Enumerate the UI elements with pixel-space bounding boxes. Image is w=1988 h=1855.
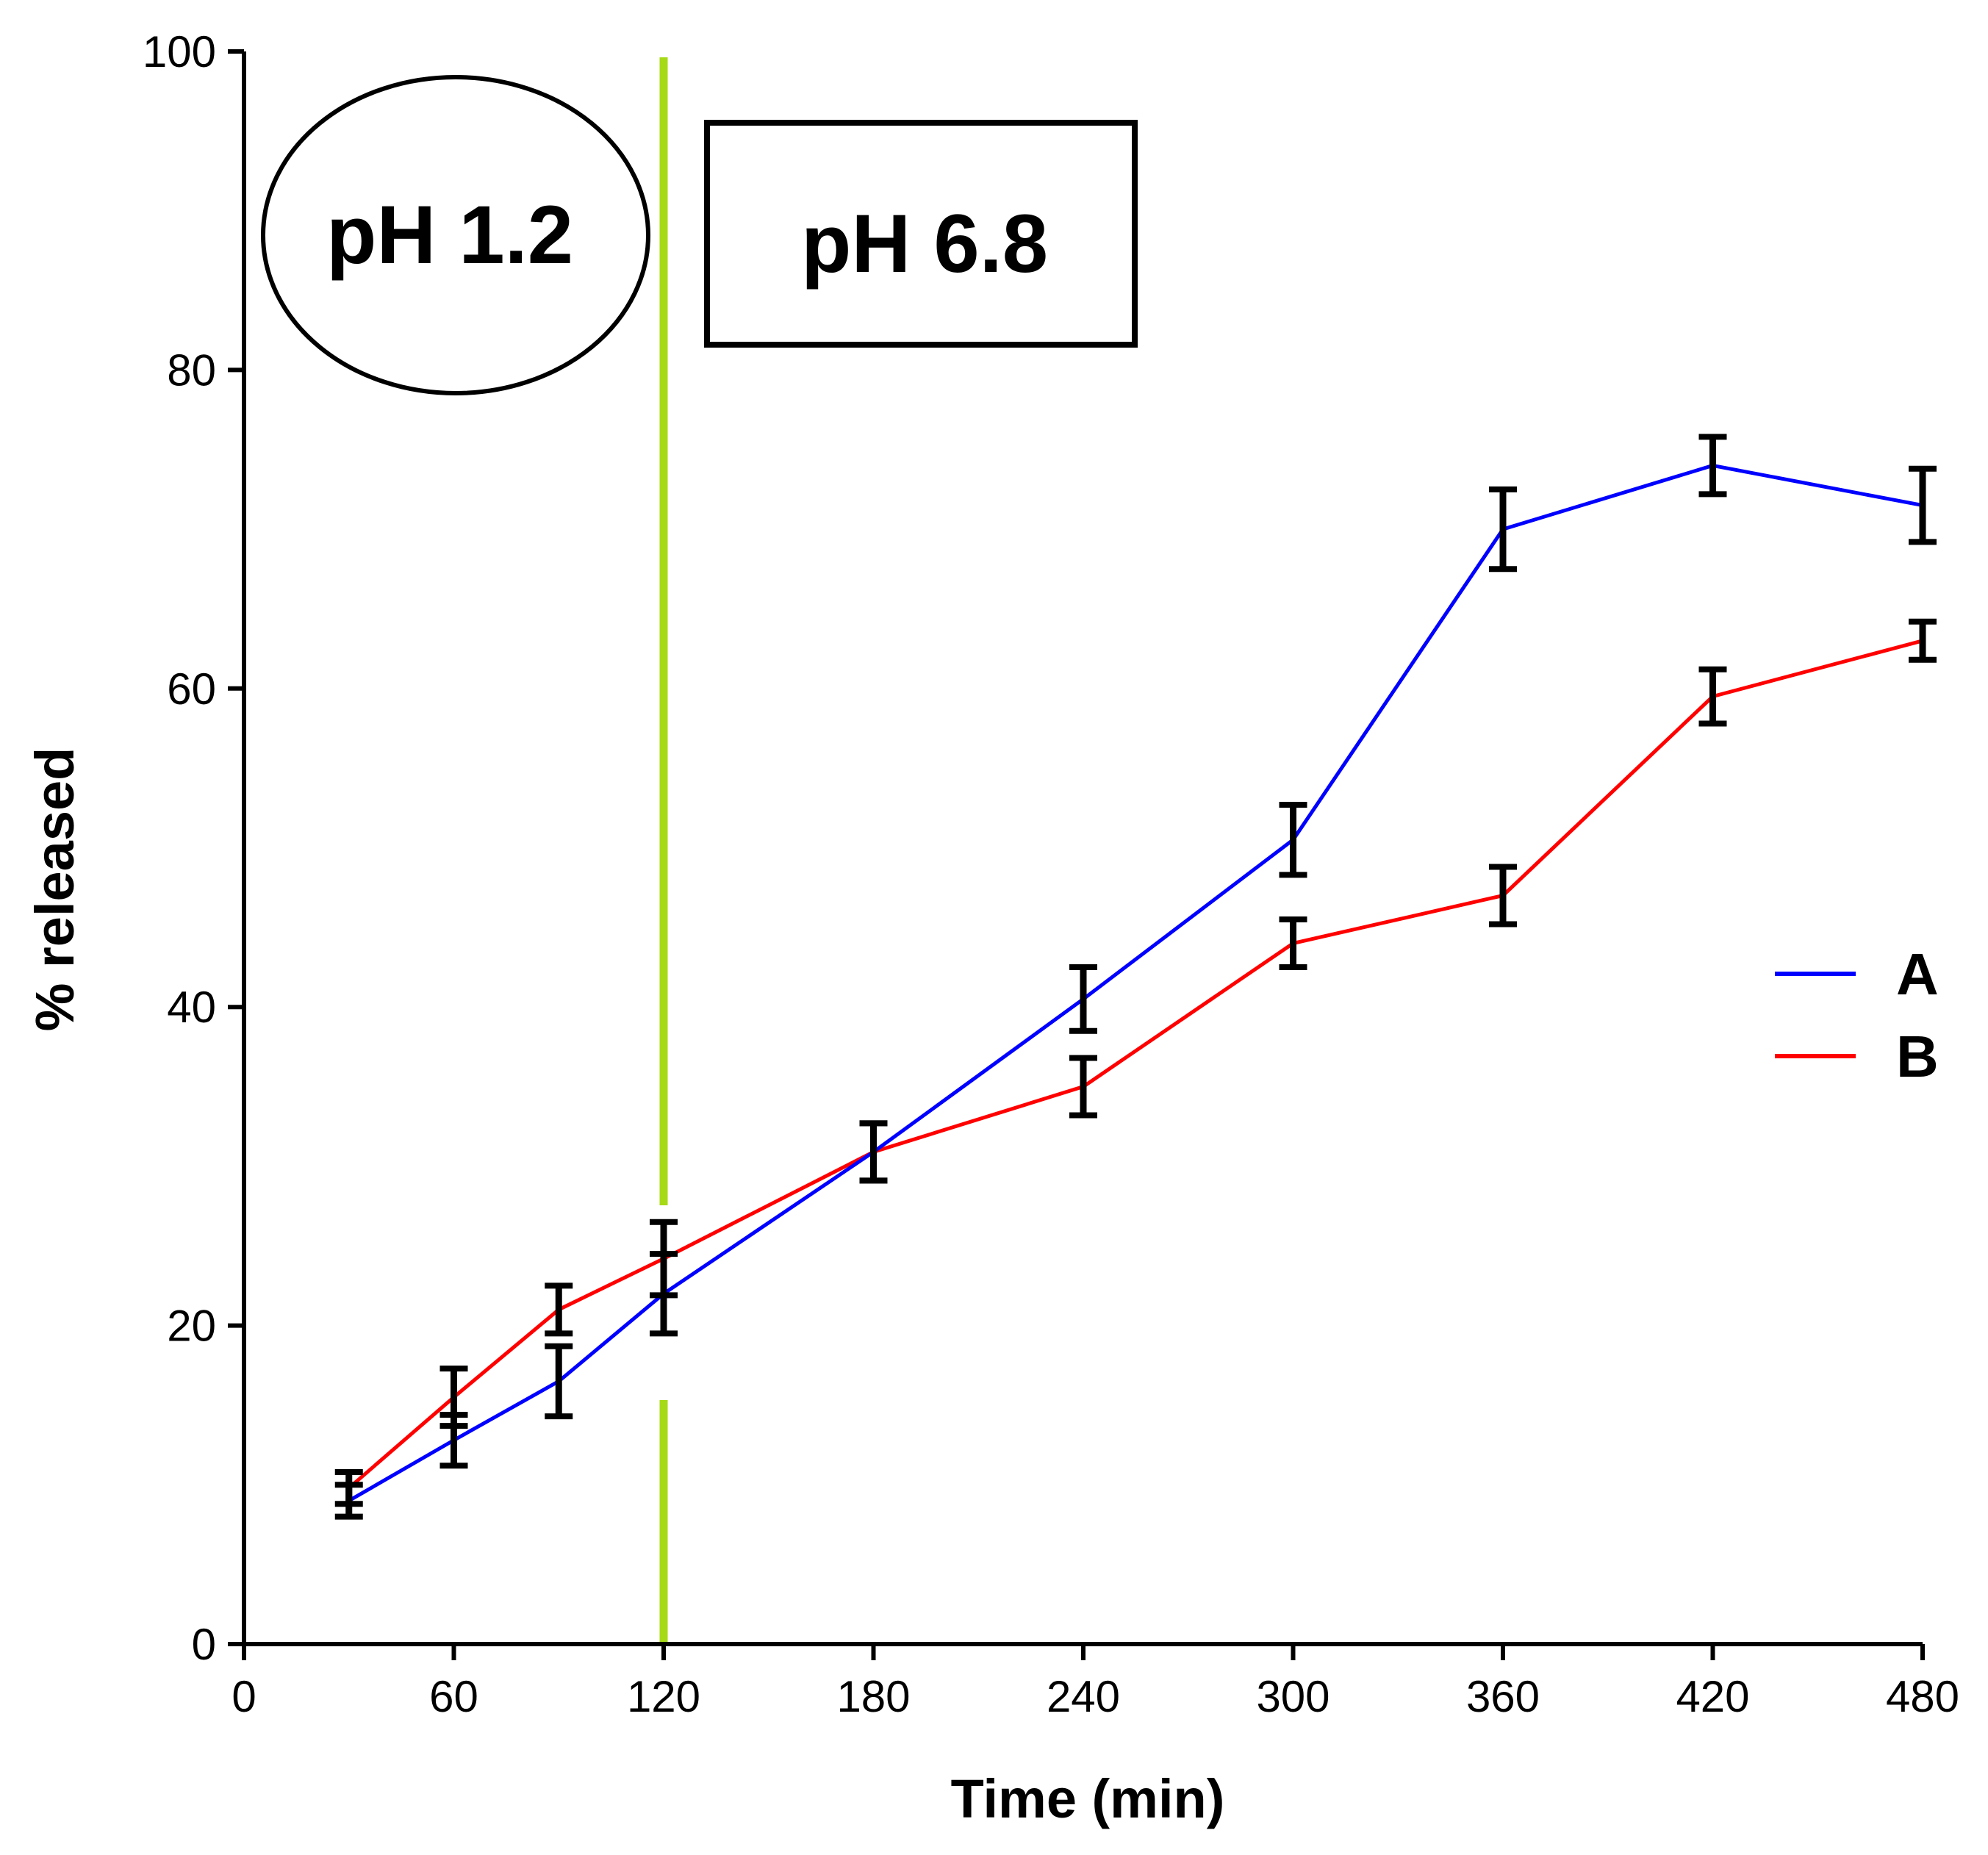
axes: 0 20 40 60 80 100 0 60 120 180 240 300 360 420 480 <box>143 27 1959 1721</box>
error-bar-b <box>1279 916 1307 971</box>
x-tick-label: 240 <box>1047 1672 1120 1721</box>
error-bar-b <box>859 1120 888 1184</box>
x-tick-label: 360 <box>1466 1672 1540 1721</box>
y-axis-title: % released <box>24 747 85 1032</box>
series-line-a <box>348 463 1923 1503</box>
error-bar-b <box>439 1366 468 1429</box>
y-tick-label: 100 <box>143 27 216 76</box>
y-tick-label: 60 <box>167 664 216 714</box>
y-tick-label: 40 <box>167 983 216 1032</box>
error-bar-b <box>334 1468 363 1507</box>
ph-1-2-label: pH 1.2 <box>326 189 573 281</box>
error-bar-b <box>1698 666 1727 727</box>
x-tick-label: 420 <box>1676 1672 1749 1721</box>
y-tick-label: 0 <box>192 1620 216 1669</box>
x-tick-label: 120 <box>627 1672 700 1721</box>
error-bar-b <box>1069 1055 1097 1119</box>
error-bar-a <box>1698 434 1727 498</box>
legend-label-b: B <box>1896 1024 1939 1089</box>
x-tick-label: 480 <box>1886 1672 1959 1721</box>
x-tick-label: 0 <box>232 1672 256 1721</box>
error-bar-a <box>1279 801 1307 878</box>
series-lines <box>348 463 1923 1503</box>
legend-label-a: A <box>1896 941 1939 1007</box>
error-bar-b <box>1909 618 1937 663</box>
error-bar-a <box>1909 465 1937 545</box>
legend: A B <box>1775 941 1939 1089</box>
error-bar-a <box>545 1343 573 1420</box>
error-bar-a <box>1489 486 1517 573</box>
error-bar-b <box>1489 864 1517 928</box>
x-axis-title: Time (min) <box>951 1768 1225 1829</box>
ph-1-2-ellipse <box>261 75 650 395</box>
x-tick-label: 60 <box>429 1672 478 1721</box>
error-bar-a <box>1069 964 1097 1034</box>
series-line-b <box>348 639 1923 1490</box>
ph-6-8-box <box>704 120 1138 348</box>
error-bar-b <box>650 1219 678 1299</box>
error-bars <box>334 434 1937 1520</box>
x-tick-label: 300 <box>1256 1672 1329 1721</box>
y-tick-label: 20 <box>167 1302 216 1351</box>
y-tick-label: 80 <box>167 345 216 395</box>
ph-6-8-label: pH 6.8 <box>801 198 1048 290</box>
x-tick-label: 180 <box>836 1672 910 1721</box>
error-bar-b <box>545 1282 573 1337</box>
